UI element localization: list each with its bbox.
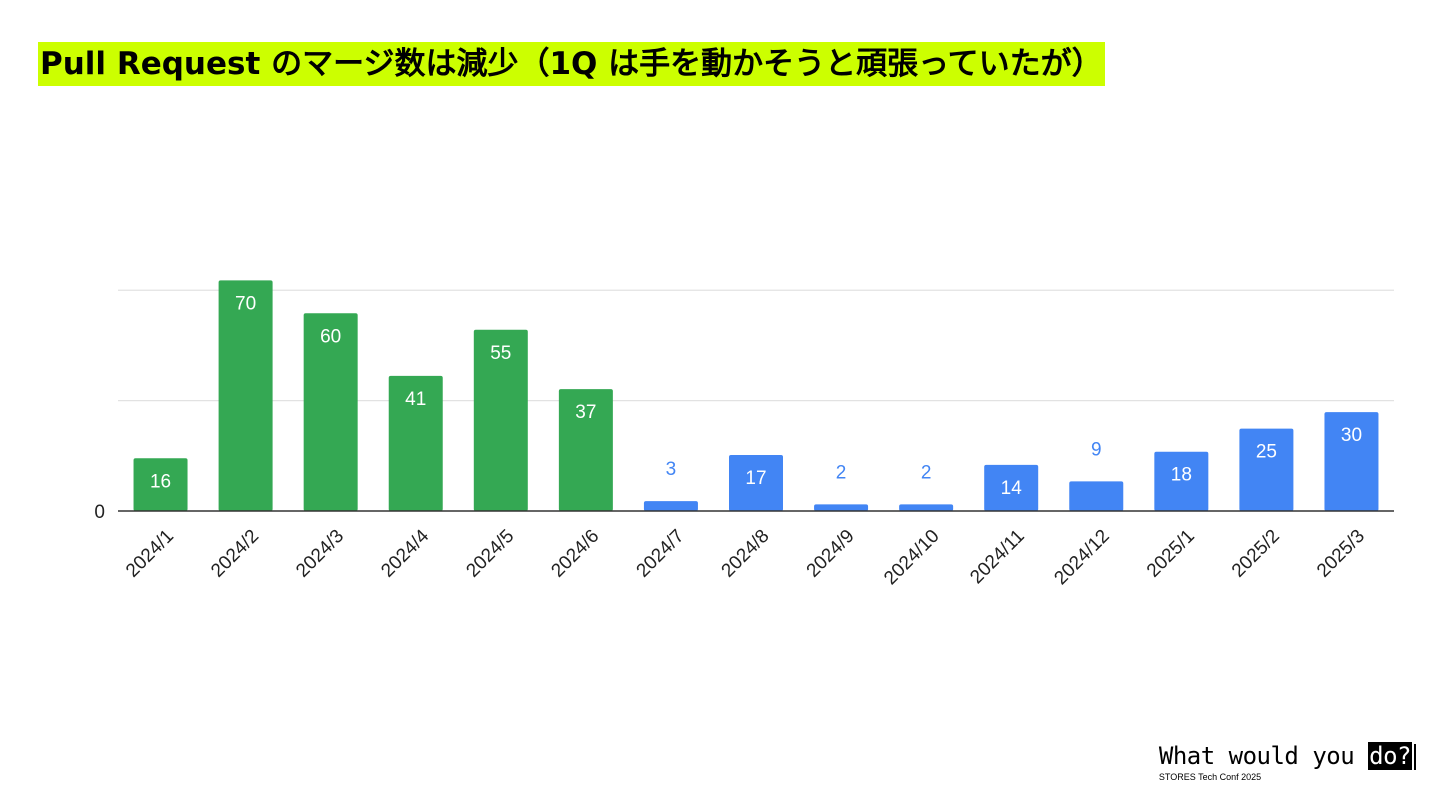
- data-label: 30: [1341, 425, 1362, 446]
- x-tick-label: 2024/10: [880, 526, 943, 589]
- data-label: 16: [150, 471, 171, 492]
- x-tick-label: 2024/9: [803, 526, 859, 582]
- bar-2024/2: [218, 280, 273, 511]
- bar-2025/2: [1239, 428, 1294, 511]
- data-label: 18: [1171, 465, 1192, 486]
- x-tick-label: 2024/12: [1050, 526, 1113, 589]
- bar-2024/4: [388, 375, 443, 511]
- data-label: 9: [1091, 439, 1102, 460]
- brand-tagline-text: What would you: [1158, 742, 1369, 770]
- conference-brand: What would you do? STORES Tech Conf 2025: [1159, 742, 1416, 782]
- slide-title: Pull Request のマージ数は減少（1Q は手を動かそうと頑張っていたが…: [38, 42, 1105, 86]
- data-label: 37: [575, 402, 596, 423]
- brand-tagline-accent: do?: [1368, 742, 1412, 770]
- bar-2024/12: [1069, 481, 1124, 511]
- data-label: 60: [320, 326, 341, 347]
- x-tick-label: 2025/3: [1313, 526, 1369, 582]
- y-tick-label: 0: [94, 502, 105, 523]
- data-label: 17: [745, 468, 766, 489]
- x-tick-label: 2024/2: [207, 526, 263, 582]
- bar-2024/3: [303, 313, 358, 511]
- x-tick-label: 2024/3: [292, 526, 348, 582]
- data-label: 25: [1256, 442, 1277, 463]
- x-tick-label: 2025/2: [1228, 526, 1284, 582]
- bar-2024/11: [984, 464, 1039, 511]
- cursor-icon: [1414, 744, 1416, 770]
- bar-2024/9: [814, 504, 869, 511]
- data-label: 3: [666, 459, 677, 480]
- x-tick-label: 2024/8: [718, 526, 774, 582]
- x-tick-label: 2024/1: [122, 526, 178, 582]
- bar-2024/8: [729, 454, 783, 511]
- data-label: 2: [836, 462, 847, 483]
- bar-2025/1: [1154, 451, 1209, 511]
- x-tick-label: 2024/6: [547, 526, 603, 582]
- bar-2024/7: [643, 501, 698, 511]
- bar-2024/1: [133, 458, 188, 511]
- x-tick-label: 2024/4: [377, 525, 433, 581]
- bar-2024/6: [558, 389, 613, 511]
- data-label: 41: [405, 389, 426, 410]
- brand-conference-name: STORES Tech Conf 2025: [1158, 772, 1262, 782]
- bar-2025/3: [1324, 412, 1379, 511]
- x-tick-label: 2024/11: [966, 526, 1028, 588]
- data-label: 70: [235, 293, 256, 314]
- x-tick-label: 2024/5: [462, 526, 518, 582]
- bar-2024/5: [473, 329, 528, 511]
- data-label: 55: [490, 343, 511, 364]
- data-label: 2: [921, 462, 932, 483]
- x-tick-label: 2025/1: [1143, 526, 1199, 582]
- bar-2024/10: [899, 504, 954, 511]
- x-tick-label: 2024/7: [633, 526, 689, 582]
- brand-tagline: What would you do?: [1159, 742, 1416, 770]
- data-label: 14: [1001, 478, 1023, 499]
